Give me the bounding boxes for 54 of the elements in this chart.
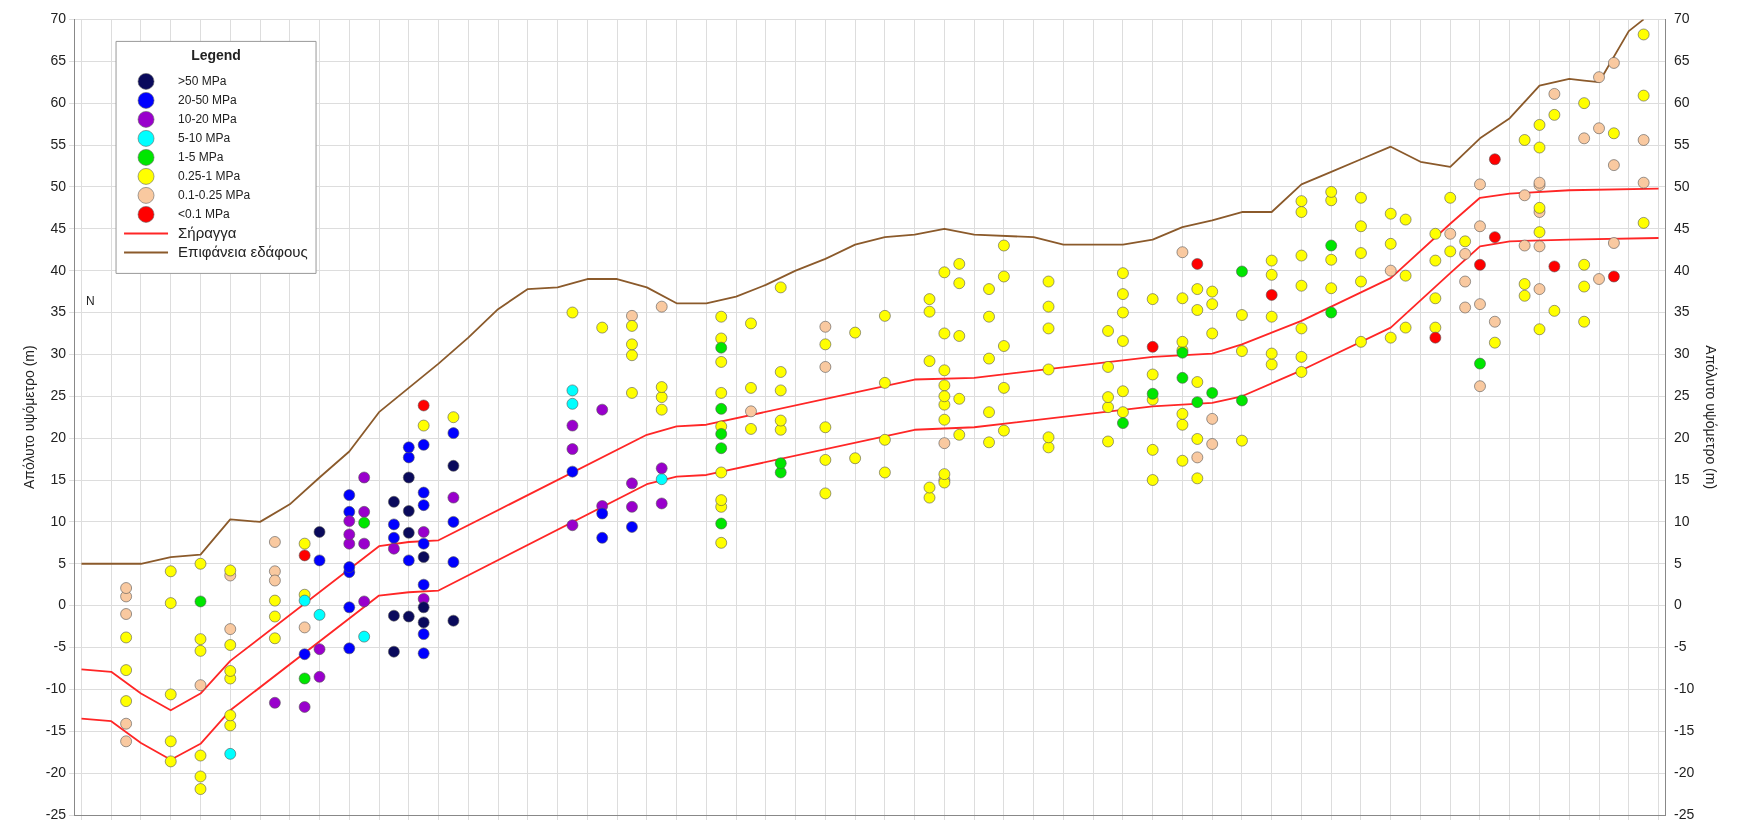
y-tick-label: 20 bbox=[50, 429, 67, 445]
legend-label: Σήραγγα bbox=[178, 223, 237, 241]
y-tick-label: 10 bbox=[50, 512, 67, 529]
y2-tick-label: 30 bbox=[1673, 345, 1690, 362]
legend-label: Επιφάνεια εδάφους bbox=[178, 242, 308, 260]
y2-tick-label: 5 bbox=[1673, 554, 1682, 571]
y-tick-label: 5 bbox=[58, 554, 67, 571]
y2-tick-label: 40 bbox=[1673, 261, 1690, 278]
y2-axis-title: Απόλυτο υψόμετρο (m) bbox=[1702, 345, 1719, 490]
y-tick-label: 55 bbox=[50, 135, 67, 152]
y2-tick-label: 70 bbox=[1673, 10, 1690, 27]
y2-tick-label: 20 bbox=[1673, 429, 1690, 445]
legend-label: >50 MPa bbox=[178, 73, 227, 88]
legend-title: Legend bbox=[191, 47, 241, 64]
y2-tick-label: -15 bbox=[1673, 722, 1695, 739]
legend-label: 1-5 MPa bbox=[178, 149, 224, 164]
annotation: N bbox=[86, 293, 95, 308]
y-tick-label: -15 bbox=[45, 722, 67, 739]
y-axis-title: Απόλυτο υψόμετρο (m) bbox=[21, 345, 38, 490]
y-tick-label: -25 bbox=[45, 805, 67, 822]
y2-tick-label: 25 bbox=[1673, 387, 1690, 404]
y2-tick-label: 35 bbox=[1673, 303, 1690, 320]
y-tick-label: 40 bbox=[50, 261, 67, 278]
y-tick-label: 30 bbox=[50, 345, 67, 362]
y-tick-label: -10 bbox=[45, 680, 67, 697]
y-tick-label: 35 bbox=[50, 303, 67, 320]
legend-label: 20-50 MPa bbox=[178, 92, 238, 107]
y-tick-label: -20 bbox=[45, 763, 67, 780]
y-tick-label: 50 bbox=[50, 177, 67, 194]
y-tick-label: 65 bbox=[50, 52, 67, 69]
y2-tick-label: 15 bbox=[1673, 470, 1690, 487]
y2-tick-label: -25 bbox=[1673, 805, 1695, 822]
y2-tick-label: 50 bbox=[1673, 177, 1690, 194]
y-tick-label: 15 bbox=[50, 470, 67, 487]
y-tick-label: 45 bbox=[50, 219, 67, 236]
y2-tick-label: -5 bbox=[1673, 638, 1687, 655]
y2-tick-label: 55 bbox=[1673, 135, 1690, 152]
y2-tick-label: 0 bbox=[1673, 596, 1682, 613]
y2-tick-label: 45 bbox=[1673, 219, 1690, 236]
y-tick-label: 70 bbox=[50, 10, 67, 27]
y2-tick-label: -10 bbox=[1673, 680, 1695, 697]
y-tick-label: 0 bbox=[58, 596, 67, 613]
legend-label: 10-20 MPa bbox=[178, 111, 238, 126]
y2-tick-label: -20 bbox=[1673, 763, 1695, 780]
y2-tick-label: 60 bbox=[1673, 94, 1690, 111]
y-tick-label: -5 bbox=[53, 638, 67, 655]
y-tick-label: 25 bbox=[50, 387, 67, 404]
legend-label: 0.25-1 MPa bbox=[178, 168, 241, 183]
legend-label: <0.1 MPa bbox=[178, 206, 231, 221]
y2-tick-label: 65 bbox=[1673, 52, 1690, 69]
legend-label: 0.1-0.25 MPa bbox=[178, 187, 251, 202]
y-tick-label: 60 bbox=[50, 94, 67, 111]
legend-label: 5-10 MPa bbox=[178, 130, 231, 145]
y2-tick-label: 10 bbox=[1673, 512, 1690, 529]
